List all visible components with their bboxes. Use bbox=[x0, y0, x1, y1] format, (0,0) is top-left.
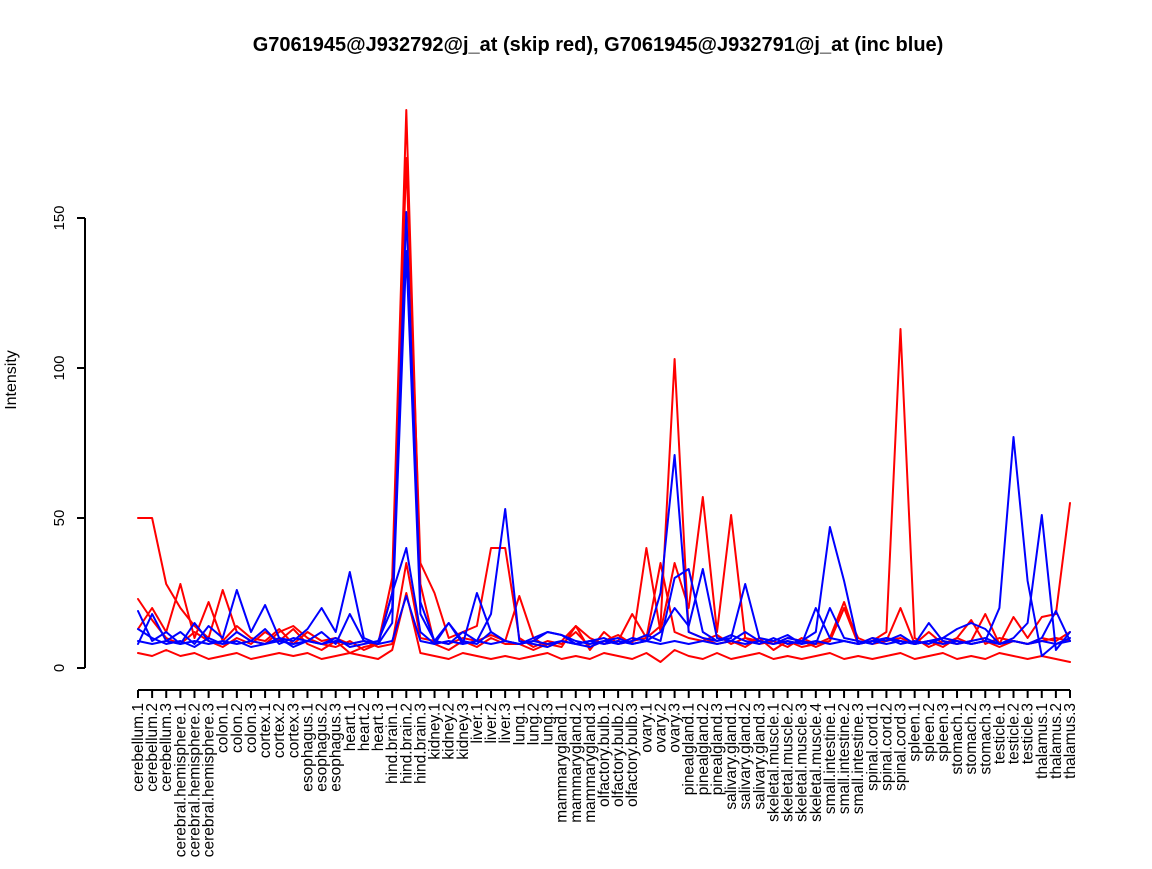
x-tick-label: testicle.1 bbox=[991, 703, 1008, 764]
x-tick-label: spleen.3 bbox=[935, 703, 952, 762]
x-tick-label: heart.3 bbox=[370, 703, 387, 751]
x-tick-label: spinal.cord.1 bbox=[864, 703, 881, 791]
chart-title: G7061945@J932792@j_at (skip red), G70619… bbox=[253, 34, 944, 56]
x-tick-label: heart.1 bbox=[342, 703, 359, 751]
x-tick-label: spleen.1 bbox=[907, 703, 924, 762]
x-tick-label: esophagus.2 bbox=[314, 703, 331, 792]
x-tick-label: olfactory.bulb.3 bbox=[624, 703, 641, 807]
x-tick-label: cerebellum.3 bbox=[158, 703, 175, 792]
x-tick-label: kidney.3 bbox=[455, 703, 472, 760]
y-tick-label: 150 bbox=[51, 205, 68, 230]
x-tick-label: stomach.3 bbox=[977, 703, 994, 775]
y-tick-label: 50 bbox=[51, 510, 68, 527]
x-tick-label: esophagus.1 bbox=[299, 703, 316, 792]
x-axis: cerebellum.1cerebellum.2cerebellum.3cere… bbox=[130, 689, 1079, 857]
x-tick-label: liver.3 bbox=[497, 703, 514, 744]
x-tick-label: hind.brain.3 bbox=[412, 703, 429, 784]
series-line-skip-red-4 bbox=[137, 592, 1071, 663]
x-tick-label: kidney.2 bbox=[441, 703, 458, 760]
x-tick-label: cortex.3 bbox=[285, 703, 302, 758]
x-tick-label: olfactory.bulb.1 bbox=[596, 703, 613, 807]
series-line-skip-red-1 bbox=[137, 109, 1071, 654]
x-tick-label: liver.2 bbox=[483, 703, 500, 744]
x-tick-label: cerebellum.1 bbox=[130, 703, 147, 792]
x-tick-label: liver.1 bbox=[469, 703, 486, 744]
x-tick-label: thalamus.3 bbox=[1062, 703, 1079, 779]
x-tick-label: colon.1 bbox=[215, 703, 232, 753]
x-tick-label: hind.brain.1 bbox=[384, 703, 401, 784]
y-axis-title: Intensity bbox=[3, 350, 20, 410]
x-tick-label: cerebral.hemisphere.2 bbox=[186, 703, 203, 857]
x-tick-label: cerebral.hemisphere.1 bbox=[172, 703, 189, 857]
x-tick-label: ovary.3 bbox=[667, 703, 684, 753]
y-tick-label: 100 bbox=[51, 355, 68, 380]
x-tick-label: colon.2 bbox=[229, 703, 246, 753]
x-tick-label: cerebral.hemisphere.3 bbox=[201, 703, 218, 857]
x-tick-label: olfactory.bulb.2 bbox=[610, 703, 627, 807]
x-tick-label: ovary.1 bbox=[638, 703, 655, 753]
x-tick-label: skeletal.muscle.4 bbox=[808, 703, 825, 822]
x-tick-label: heart.2 bbox=[356, 703, 373, 751]
x-tick-label: kidney.1 bbox=[427, 703, 444, 760]
x-tick-label: small.intestine.1 bbox=[822, 703, 839, 814]
x-tick-label: pinealgland.1 bbox=[681, 703, 698, 795]
y-tick-label: 0 bbox=[51, 664, 68, 672]
x-tick-label: salivary.gland.2 bbox=[737, 703, 754, 810]
x-tick-label: skeletal.muscle.3 bbox=[794, 703, 811, 822]
series-line-inc-blue-4 bbox=[137, 595, 1071, 645]
x-tick-label: spinal.cord.2 bbox=[878, 703, 895, 791]
y-axis: 0 50 100 150 bbox=[51, 205, 86, 672]
x-tick-label: stomach.1 bbox=[949, 703, 966, 775]
x-tick-label: cortex.2 bbox=[271, 703, 288, 758]
x-tick-label: testicle.2 bbox=[1006, 703, 1023, 764]
x-tick-label: cortex.1 bbox=[257, 703, 274, 758]
x-tick-label: testicle.3 bbox=[1020, 703, 1037, 764]
x-tick-label: esophagus.3 bbox=[328, 703, 345, 792]
x-tick-label: lung.2 bbox=[525, 703, 542, 745]
x-tick-label: salivary.gland.1 bbox=[723, 703, 740, 810]
series-line-inc-blue-2 bbox=[137, 250, 1071, 651]
series-lines bbox=[137, 109, 1071, 663]
x-tick-label: spinal.cord.3 bbox=[893, 703, 910, 791]
x-tick-label: lung.3 bbox=[540, 703, 557, 745]
x-tick-label: mammarygland.3 bbox=[582, 703, 599, 823]
x-tick-label: pinealgland.2 bbox=[695, 703, 712, 795]
series-line-skip-red-2 bbox=[137, 157, 1071, 651]
x-tick-label: cerebellum.2 bbox=[144, 703, 161, 792]
x-tick-label: salivary.gland.3 bbox=[751, 703, 768, 810]
x-tick-label: ovary.2 bbox=[652, 703, 669, 753]
x-tick-label: mammarygland.2 bbox=[568, 703, 585, 823]
x-tick-label: hind.brain.2 bbox=[398, 703, 415, 784]
x-tick-label: small.intestine.2 bbox=[836, 703, 853, 814]
x-tick-label: thalamus.2 bbox=[1048, 703, 1065, 779]
x-tick-label: skeletal.muscle.2 bbox=[780, 703, 797, 822]
x-tick-label: spleen.2 bbox=[921, 703, 938, 762]
series-line-inc-blue-1 bbox=[137, 211, 1071, 657]
x-tick-label: mammarygland.1 bbox=[554, 703, 571, 823]
x-tick-label: colon.3 bbox=[243, 703, 260, 753]
x-tick-label: pinealgland.3 bbox=[709, 703, 726, 795]
x-tick-label: thalamus.1 bbox=[1034, 703, 1051, 779]
x-tick-label: stomach.2 bbox=[963, 703, 980, 775]
x-tick-label: lung.1 bbox=[511, 703, 528, 745]
x-tick-label: skeletal.muscle.1 bbox=[765, 703, 782, 822]
x-tick-label: small.intestine.3 bbox=[850, 703, 867, 814]
